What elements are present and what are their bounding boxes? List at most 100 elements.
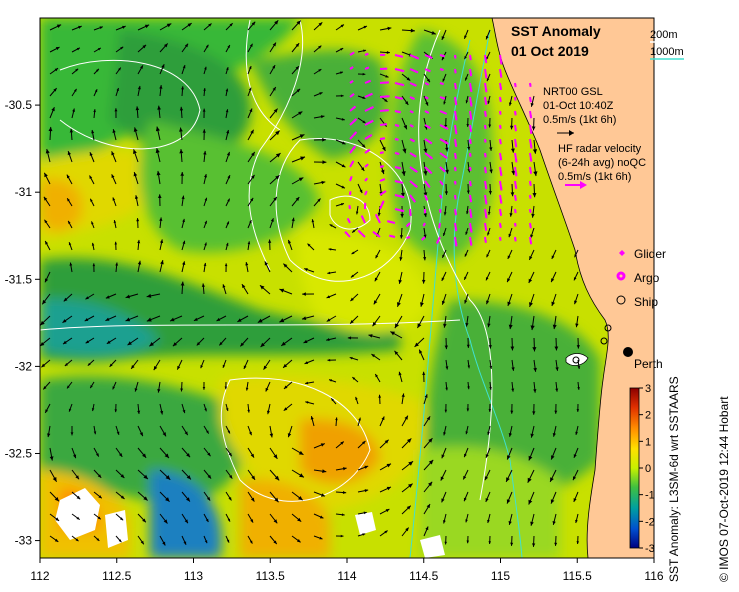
current-arrow-head [464, 276, 467, 280]
current-arrow-head [530, 521, 534, 526]
current-arrow-head [302, 292, 306, 296]
current-arrow-head [112, 386, 115, 390]
current-arrow-head [208, 23, 212, 27]
glider-track [344, 51, 533, 247]
current-arrow-head [204, 66, 207, 70]
current-arrow-head [554, 542, 558, 546]
current-arrow-head [576, 541, 580, 545]
colorbar-tick-label: 2 [645, 410, 651, 422]
current-arrow-head [511, 388, 515, 392]
current-arrow-head [75, 475, 80, 480]
current-arrow-head [444, 541, 448, 545]
current-arrow-head [320, 443, 325, 447]
current-arrow-head [362, 72, 366, 76]
current-arrow-head [196, 341, 201, 346]
current-arrow-head [182, 261, 186, 266]
current-arrow-head [528, 209, 532, 213]
current-arrow-head [360, 167, 365, 171]
current-arrow-head [90, 198, 93, 202]
current-arrow-head [551, 255, 555, 259]
current-arrow-head [111, 151, 115, 156]
current-arrow-head [133, 172, 138, 177]
current-arrow-head [499, 87, 502, 90]
current-arrow-head [499, 212, 502, 216]
current-arrow-head [533, 171, 538, 177]
current-arrow-head [237, 318, 242, 322]
current-arrow-head [513, 97, 517, 101]
current-arrow-head [226, 539, 230, 543]
current-arrow-head [469, 199, 473, 203]
current-arrow-head [468, 167, 472, 171]
current-arrow-head [406, 505, 411, 510]
current-arrow-head [383, 190, 386, 194]
current-arrow-head [398, 279, 403, 284]
current-arrow-head [441, 96, 445, 100]
current-arrow-head [182, 240, 186, 245]
current-arrow-head [413, 154, 417, 157]
current-arrow-head [204, 540, 208, 544]
current-arrow-head [507, 301, 512, 306]
current-arrow-head [442, 520, 446, 524]
current-arrow-head [341, 164, 346, 168]
current-arrow-head [249, 220, 252, 224]
current-arrow-head [53, 88, 57, 92]
current-arrow-head [444, 345, 448, 350]
current-arrow-head [45, 148, 50, 154]
current-arrow-head [386, 81, 389, 84]
current-arrow-head [295, 197, 300, 201]
current-arrow-head [445, 387, 448, 391]
current-arrow-head [550, 499, 555, 504]
current-arrow-head [216, 317, 221, 321]
current-arrow-head [44, 172, 48, 178]
current-arrow-head [425, 82, 429, 85]
current-arrow-head [427, 184, 430, 188]
current-arrow-head [429, 155, 433, 159]
current-arrow-head [555, 367, 559, 371]
nrt-time: 01-Oct 10:40Z [543, 100, 614, 112]
current-arrow-head [268, 239, 272, 243]
current-arrow-head [55, 517, 60, 521]
current-arrow-head [40, 320, 45, 326]
current-arrow-head [283, 407, 288, 411]
current-arrow-head [396, 302, 401, 307]
current-arrow-head [426, 504, 431, 509]
current-arrow-head [146, 317, 152, 322]
current-arrow-head [162, 541, 166, 546]
current-arrow-head [453, 55, 457, 59]
current-arrow-head [76, 47, 80, 51]
current-arrow-head [89, 152, 93, 156]
current-arrow-head [499, 224, 502, 228]
hf-radar-desc: (6-24h avg) noQC [558, 157, 646, 169]
current-arrow-head [469, 214, 473, 218]
current-arrow-head [382, 53, 386, 57]
current-arrow-head [179, 149, 184, 154]
current-arrow-head [400, 195, 405, 198]
current-arrow-head [250, 497, 255, 502]
current-arrow-head [248, 66, 252, 70]
current-arrow-head [425, 102, 429, 106]
current-arrow-head [257, 318, 263, 323]
current-arrow-head [441, 36, 445, 40]
current-arrow-head [530, 102, 534, 107]
credit-text: © IMOS 07-Oct-2019 12:44 Hobart [717, 396, 731, 582]
current-arrow-head [384, 123, 387, 126]
current-arrow-head [299, 473, 304, 478]
current-arrow-head [97, 47, 101, 51]
current-arrow-head [269, 433, 274, 438]
current-arrow-head [249, 108, 253, 113]
current-arrow-head [114, 108, 118, 112]
current-arrow-head [488, 345, 492, 349]
current-arrow-head [373, 300, 378, 305]
current-arrow-head [287, 433, 292, 438]
current-arrow-head [387, 220, 391, 224]
current-arrow-head [139, 432, 143, 437]
current-arrow-head [454, 143, 458, 147]
current-arrow-head [363, 202, 367, 206]
current-arrow-head [532, 149, 538, 154]
current-arrow-head [98, 495, 102, 499]
current-arrow-head [507, 278, 511, 283]
current-arrow-head [372, 321, 377, 327]
current-vectors [40, 20, 581, 547]
current-arrow-head [552, 324, 557, 330]
current-arrow-head [398, 166, 402, 170]
